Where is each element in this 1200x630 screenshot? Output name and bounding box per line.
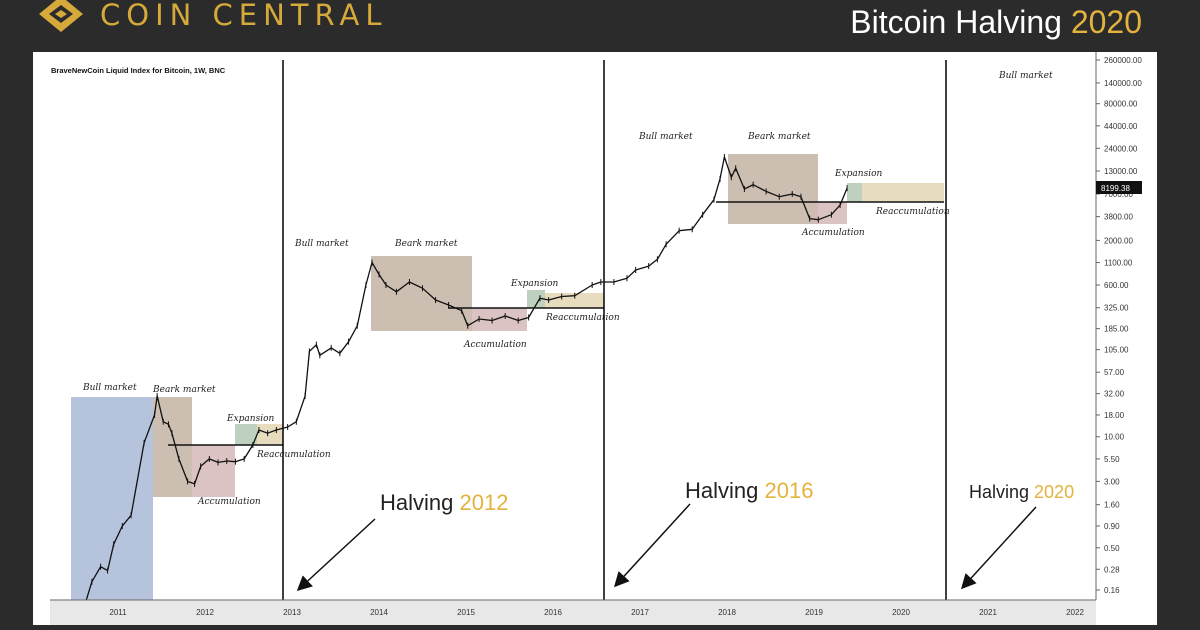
price-tick-label: 13000.00 — [1104, 167, 1138, 176]
time-tick-label: 2012 — [196, 608, 214, 617]
price-tick-label: 80000.00 — [1104, 100, 1138, 109]
price-tick-label: 3800.00 — [1104, 213, 1133, 222]
cycle-zones — [71, 154, 944, 625]
annotation-reaccumulation-2016: Reaccumulation — [545, 313, 620, 323]
halving-arrow-2012 — [296, 518, 376, 592]
annotation-accumulation-2019: Accumulation — [801, 228, 865, 238]
time-tick-label: 2022 — [1066, 608, 1084, 617]
price-axis: 260000.00 140000.00 80000.00 44000.00 24000.… — [1095, 52, 1157, 625]
annotation-bear-2014: Beark market — [394, 239, 458, 249]
halving-lines — [282, 60, 947, 600]
brand-logo[interactable]: COIN CENTRAL — [36, 0, 388, 36]
support-lines — [168, 201, 944, 446]
page-title-main: Bitcoin Halving — [850, 4, 1071, 40]
price-axis-bg — [1096, 52, 1157, 625]
zone-reaccumulation-2012 — [257, 424, 283, 445]
annotation-expansion-2019: Expansion — [834, 169, 882, 179]
price-tick-label: 325.00 — [1104, 304, 1129, 313]
halving-arrows — [296, 503, 1037, 592]
btc-log-chart: Halving 2012 Halving 2016 Halving 2020 B… — [50, 52, 1157, 625]
price-tick-label: 1.60 — [1104, 501, 1120, 510]
chart-title: BraveNewCoin Liquid Index for Bitcoin, 1… — [51, 66, 226, 75]
price-tick-label: 5.50 — [1104, 455, 1120, 464]
price-tick-label: 0.28 — [1104, 565, 1120, 574]
annotation-bear-2018: Beark market — [747, 132, 811, 142]
price-tick-label: 260000.00 — [1104, 56, 1142, 65]
zone-bear-2018 — [728, 154, 818, 224]
annotation-bull-2020: Bull market — [998, 71, 1053, 81]
last-price-tag: 8199.38 — [1096, 181, 1142, 194]
time-tick-label: 2020 — [892, 608, 910, 617]
price-tick-label: 140000.00 — [1104, 79, 1142, 88]
time-tick-label: 2021 — [979, 608, 997, 617]
time-tick-label: 2011 — [109, 608, 127, 617]
annotation-bull-2013: Bull market — [294, 239, 349, 249]
halving-label-2016: Halving 2016 — [685, 478, 813, 503]
time-tick-label: 2013 — [283, 608, 301, 617]
annotation-expansion-2015: Expansion — [510, 279, 558, 289]
time-tick-label: 2018 — [718, 608, 736, 617]
zone-bull-2011 — [71, 397, 153, 625]
price-tick-label: 7000.00 — [1104, 190, 1133, 199]
annotation-bull-2017: Bull market — [638, 132, 693, 142]
time-tick-label: 2019 — [805, 608, 823, 617]
price-tick-label: 57.00 — [1104, 368, 1125, 377]
zone-bear-2011 — [153, 397, 192, 497]
price-tick-label: 0.16 — [1104, 586, 1120, 595]
price-tick-label: 3.00 — [1104, 477, 1120, 486]
price-tick-label: 185.00 — [1104, 325, 1129, 334]
annotation-reaccumulation-2019: Reaccumulation — [875, 207, 950, 217]
header-bar: COIN CENTRAL Bitcoin Halving 2020 — [0, 0, 1200, 50]
annotation-bull-2011: Bull market — [82, 383, 137, 393]
last-price-value: 8199.38 — [1101, 184, 1130, 193]
halving-arrow-2016 — [613, 503, 691, 588]
page-title-year: 2020 — [1070, 4, 1142, 40]
annotation-accumulation-2011: Accumulation — [197, 497, 261, 507]
coincentral-diamond-icon — [39, 0, 83, 32]
zone-expansion-2019 — [847, 183, 862, 202]
time-axis-bg — [50, 600, 1096, 625]
chart-panel: Halving 2012 Halving 2016 Halving 2020 B… — [33, 52, 1157, 625]
price-tick-label: 600.00 — [1104, 281, 1129, 290]
price-tick-label: 18.00 — [1104, 411, 1125, 420]
halving-label-2020: Halving 2020 — [969, 482, 1074, 502]
annotation-reaccumulation-2012: Reaccumulation — [256, 450, 331, 460]
annotation-bear-2011: Beark market — [152, 385, 216, 395]
time-tick-label: 2017 — [631, 608, 649, 617]
brand-name: COIN CENTRAL — [100, 0, 388, 32]
price-tick-label: 0.50 — [1104, 544, 1120, 553]
zone-accumulation-2015 — [472, 308, 527, 331]
price-tick-label: 10.00 — [1104, 433, 1125, 442]
zone-expansion-2015 — [527, 290, 545, 308]
time-tick-label: 2014 — [370, 608, 388, 617]
zone-bear-2014 — [371, 256, 472, 331]
price-tick-label: 44000.00 — [1104, 122, 1138, 131]
price-series — [80, 153, 848, 619]
price-tick-label: 0.90 — [1104, 522, 1120, 531]
price-tick-label: 1100.00 — [1104, 259, 1133, 268]
annotation-accumulation-2015: Accumulation — [463, 340, 527, 350]
cycle-annotations: Bull market Beark market Expansion Reacc… — [82, 71, 1053, 507]
price-tick-label: 32.00 — [1104, 390, 1125, 399]
time-tick-label: 2015 — [457, 608, 475, 617]
price-tick-label: 24000.00 — [1104, 144, 1138, 153]
halving-label-2012: Halving 2012 — [380, 490, 508, 515]
price-tick-label: 2000.00 — [1104, 236, 1133, 245]
zone-reaccumulation-2019 — [862, 183, 944, 202]
halving-arrow-2020 — [960, 506, 1037, 590]
last-price-bg — [1096, 181, 1142, 194]
zone-expansion-2012 — [235, 424, 257, 445]
page-title: Bitcoin Halving 2020 — [850, 4, 1142, 41]
price-tick-label: 105.00 — [1104, 346, 1129, 355]
time-axis: 2011 2012 2013 2014 2015 2016 2017 2018 2019 2020… — [50, 599, 1096, 625]
time-tick-label: 2016 — [544, 608, 562, 617]
annotation-expansion-2012: Expansion — [226, 414, 274, 424]
